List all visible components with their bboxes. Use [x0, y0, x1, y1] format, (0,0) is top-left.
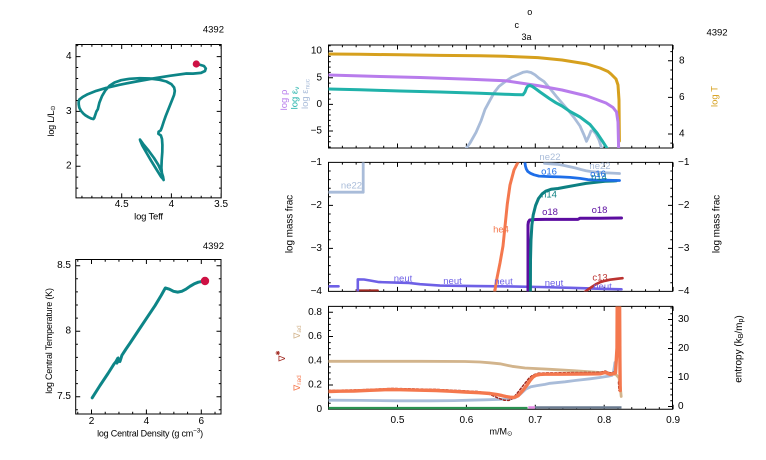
svg-text:8.5: 8.5 [57, 260, 71, 271]
svg-text:o: o [527, 7, 532, 17]
svg-text:log ρ: log ρ [279, 89, 290, 110]
svg-text:neut: neut [593, 281, 612, 292]
svg-text:8: 8 [679, 55, 685, 66]
svg-text:o18: o18 [542, 207, 558, 218]
svg-text:log mass frac: log mass frac [285, 195, 296, 253]
svg-text:0.4: 0.4 [308, 355, 322, 366]
svg-text:8: 8 [65, 326, 71, 337]
svg-text:10: 10 [678, 372, 690, 383]
svg-text:6: 6 [199, 416, 205, 427]
svg-text:log Teff: log Teff [134, 212, 163, 223]
svg-text:−5: −5 [311, 126, 323, 137]
svg-text:neut: neut [443, 276, 462, 287]
svg-text:4: 4 [66, 51, 72, 62]
svg-text:3a: 3a [521, 32, 531, 42]
svg-text:c: c [515, 20, 520, 30]
svg-text:log εnuc: log εnuc [300, 78, 311, 109]
svg-text:∇ad: ∇ad [292, 325, 303, 340]
svg-text:−1: −1 [311, 157, 323, 168]
svg-text:−1: −1 [678, 157, 690, 168]
svg-text:o16: o16 [541, 167, 557, 178]
svg-text:0.2: 0.2 [308, 380, 322, 391]
svg-text:7.5: 7.5 [57, 391, 71, 402]
svg-text:log Central Density (g cm−3): log Central Density (g cm−3) [97, 427, 203, 439]
svg-text:log εν: log εν [290, 87, 301, 110]
svg-text:neut: neut [394, 274, 413, 285]
svg-text:neut: neut [494, 276, 513, 287]
svg-text:4: 4 [679, 129, 685, 140]
svg-text:3.5: 3.5 [214, 199, 228, 210]
svg-text:0.6: 0.6 [459, 415, 473, 426]
svg-text:−2: −2 [678, 200, 690, 211]
svg-text:4: 4 [144, 416, 150, 427]
svg-text:0.9: 0.9 [666, 415, 680, 426]
svg-text:log mass frac: log mass frac [712, 195, 723, 253]
svg-text:4.5: 4.5 [115, 199, 129, 210]
svg-text:∇rad: ∇rad [292, 375, 303, 392]
svg-text:o16: o16 [590, 169, 606, 180]
svg-text:m/M⊙: m/M⊙ [490, 427, 514, 438]
svg-text:0.8: 0.8 [308, 307, 322, 318]
svg-text:−3: −3 [311, 243, 323, 254]
svg-text:30: 30 [678, 314, 690, 325]
svg-text:3: 3 [66, 106, 72, 117]
svg-text:0: 0 [316, 99, 322, 110]
svg-text:c13: c13 [592, 272, 607, 283]
svg-text:4392: 4392 [203, 25, 224, 36]
svg-text:ne22: ne22 [589, 161, 610, 172]
svg-text:log Central Temperature (K): log Central Temperature (K) [44, 288, 54, 394]
svg-text:0.8: 0.8 [597, 415, 611, 426]
svg-text:0: 0 [316, 404, 322, 415]
svg-text:ne22: ne22 [539, 152, 560, 163]
svg-text:n14: n14 [541, 190, 557, 201]
svg-text:−3: −3 [678, 243, 690, 254]
svg-text:0.6: 0.6 [308, 331, 322, 342]
svg-text:2: 2 [89, 416, 95, 427]
svg-text:log L/L⊙: log L/L⊙ [46, 105, 57, 137]
svg-text:ne22: ne22 [341, 181, 362, 192]
svg-text:0.5: 0.5 [391, 415, 405, 426]
svg-text:entropy (kB/mp): entropy (kB/mp) [734, 315, 745, 383]
svg-text:0.7: 0.7 [528, 415, 542, 426]
svg-text:−4: −4 [311, 286, 323, 297]
svg-text:4: 4 [169, 199, 175, 210]
svg-text:−4: −4 [678, 286, 690, 297]
svg-text:5: 5 [316, 72, 322, 83]
svg-text:10: 10 [311, 46, 323, 57]
svg-text:20: 20 [678, 343, 690, 354]
svg-text:o18: o18 [592, 205, 608, 216]
svg-text:2: 2 [66, 161, 72, 172]
svg-text:neut: neut [545, 278, 564, 289]
svg-text:−2: −2 [311, 200, 323, 211]
svg-text:4392: 4392 [203, 241, 224, 252]
svg-text:he4: he4 [493, 225, 509, 236]
svg-text:6: 6 [679, 92, 685, 103]
svg-text:n14: n14 [591, 172, 607, 183]
svg-text:4392: 4392 [706, 28, 727, 39]
svg-text:log T: log T [710, 86, 721, 107]
svg-text:0: 0 [678, 401, 684, 412]
